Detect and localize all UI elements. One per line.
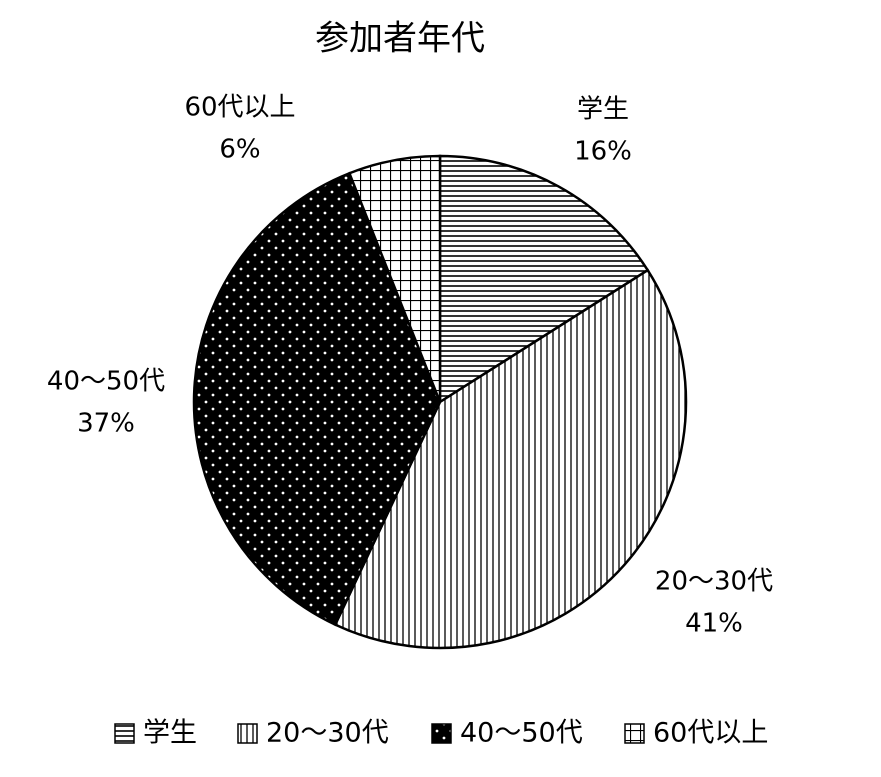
legend-label: 40〜50代 <box>460 718 583 749</box>
pie-slice <box>347 154 442 403</box>
value-label: 6% <box>219 135 260 165</box>
pie-slice <box>438 154 650 405</box>
slice-label: 60代以上 <box>184 93 295 123</box>
pie-slice <box>192 171 442 627</box>
legend-swatch <box>624 723 645 744</box>
chart-title: 参加者年代 <box>315 19 485 59</box>
legend-label: 60代以上 <box>653 718 768 749</box>
slice-label: 学生 <box>577 95 629 125</box>
legend-swatch <box>431 723 452 744</box>
legend-swatch <box>237 723 258 744</box>
value-label: 16% <box>574 137 632 167</box>
slice-label: 40〜50代 <box>47 367 165 397</box>
legend-label: 20〜30代 <box>266 718 389 749</box>
pie-slice <box>333 268 688 650</box>
slice-label: 20〜30代 <box>655 567 773 597</box>
value-label: 37% <box>77 409 135 439</box>
legend-label: 学生 <box>143 718 197 749</box>
legend-swatch <box>114 723 135 744</box>
value-label: 41% <box>685 609 743 639</box>
